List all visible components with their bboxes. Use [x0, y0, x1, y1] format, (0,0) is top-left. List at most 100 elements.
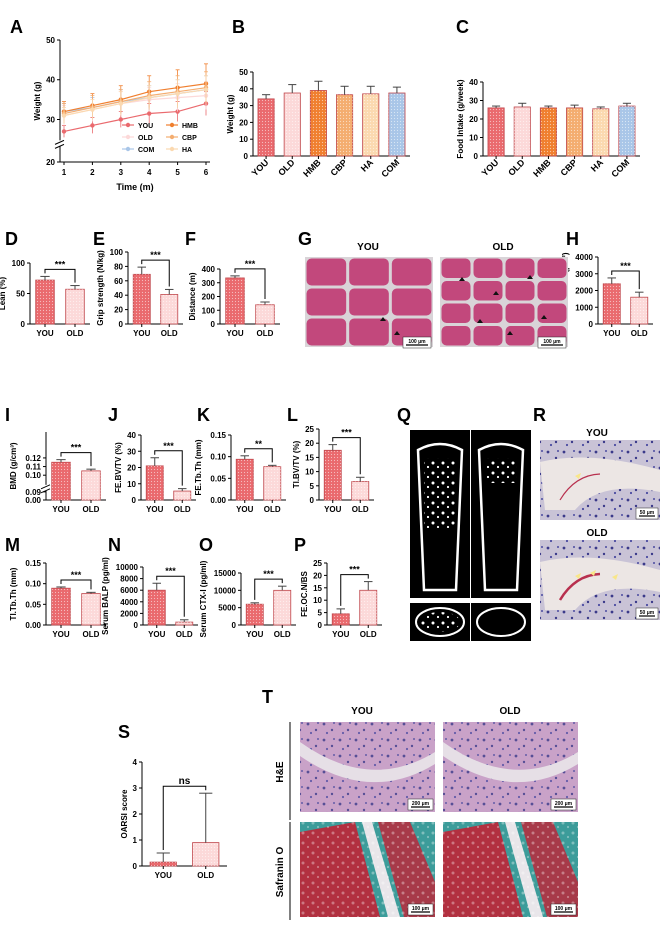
muscle-fiber — [349, 318, 389, 346]
muscle-fiber — [505, 258, 535, 278]
significance-bracket — [254, 578, 283, 600]
muscle-fiber — [306, 318, 347, 346]
axis-break-gap — [42, 484, 50, 491]
x-tick-label: HMB — [531, 157, 553, 179]
x-tick-label: YOU — [52, 630, 70, 639]
panel-f: F 0 100 200 300 400 Distance (m) YOU OLD *** — [185, 229, 280, 338]
panel-g: G YOU 100 μm OLD 100 μm — [298, 229, 568, 349]
legend-swatch-dot — [125, 134, 131, 140]
y-tick-label: 0.12 — [25, 454, 41, 463]
y-tick-label: 40 — [127, 431, 136, 440]
panel-q: QYOUOLD — [397, 405, 531, 641]
legend-swatch-dot — [169, 122, 175, 128]
panel-d: D 0 50 100 Lean (%) YOU OLD *** — [0, 229, 90, 338]
panel-l: L 0 5 10 15 20 25 Tl.BV/TV (%) YOU OLD *** — [287, 405, 374, 514]
y-tick-label: 4000 — [575, 253, 593, 262]
y-tick-label: 50 — [46, 36, 55, 45]
y-tick-label: 50 — [16, 290, 25, 299]
legend-label: CBP — [182, 135, 197, 142]
trabecular-bone — [485, 458, 517, 483]
x-tick-label: OLD — [83, 630, 100, 639]
significance-label: *** — [341, 428, 352, 438]
y-tick-label: 10 — [127, 480, 136, 489]
data-point — [118, 101, 124, 106]
arrowhead-marker — [380, 317, 386, 321]
panel-label: F — [185, 229, 196, 249]
y-tick-label: 20 — [469, 115, 478, 124]
significance-label: *** — [349, 565, 360, 575]
y-tick-label: 30 — [127, 447, 136, 456]
image-title: OLD — [586, 528, 607, 539]
bar-texture — [263, 466, 281, 500]
muscle-fiber — [505, 326, 535, 346]
data-point — [90, 123, 95, 128]
y-tick-label: 5 — [318, 609, 323, 618]
bar-texture — [324, 450, 342, 500]
bar-texture — [336, 94, 353, 156]
scalebar-label: 100 μm — [555, 906, 573, 912]
joint-cartilage — [300, 742, 435, 783]
muscle-fiber — [473, 281, 503, 301]
scalebar-label: 100 μm — [412, 906, 430, 912]
bar-texture — [255, 304, 275, 324]
significance-label: ** — [255, 439, 263, 449]
y-tick-label: 0 — [589, 320, 594, 329]
bar-texture — [630, 297, 648, 324]
y-axis-title: Tl.Tb.Th (mm) — [9, 567, 18, 620]
y-tick-label: 30 — [239, 102, 248, 111]
y-tick-label: 100 — [12, 259, 26, 268]
x-tick-label: OLD — [264, 505, 281, 514]
y-tick-label: 2000 — [120, 609, 138, 618]
x-tick-label: 3 — [119, 168, 124, 177]
bar-texture — [351, 481, 369, 500]
scalebar-box — [537, 336, 567, 349]
y-tick-label: 0.00 — [25, 496, 41, 505]
significance-label: *** — [150, 250, 161, 260]
y-tick-label: 0 — [318, 621, 323, 630]
bar-texture — [150, 862, 177, 866]
joint-cartilage — [443, 742, 578, 783]
muscle-fiber — [441, 258, 471, 278]
x-tick-label: OLD — [506, 157, 527, 178]
y-tick-label: 20 — [305, 439, 314, 448]
series-line-ha — [63, 89, 207, 117]
muscle-fiber — [441, 326, 471, 346]
bar-texture — [175, 622, 193, 625]
bar-texture — [273, 590, 291, 625]
arrowhead-marker — [575, 473, 581, 479]
y-tick-label: 10000 — [116, 563, 139, 572]
bone-cross-section — [415, 607, 465, 637]
axis-break-mark — [54, 143, 65, 149]
y-tick-label: 300 — [202, 279, 216, 288]
data-point — [118, 117, 124, 122]
bar-texture — [236, 459, 254, 500]
muscle-fiber — [537, 303, 567, 323]
y-tick-label: 25 — [305, 425, 314, 434]
muscle-fiber — [473, 326, 503, 346]
bar-texture — [592, 108, 609, 156]
scalebar-label: 200 μm — [555, 801, 573, 807]
axis-break-mark — [40, 484, 51, 490]
arrowhead-marker — [477, 319, 483, 323]
x-tick-label: YOU — [226, 329, 244, 338]
y-tick-label: 0.15 — [210, 431, 226, 440]
row-label: Safranin O — [275, 847, 286, 898]
x-tick-label: COM — [609, 157, 631, 179]
image-title: OLD — [492, 242, 513, 253]
arrowhead-marker — [394, 331, 400, 335]
y-tick-label: 0 — [21, 320, 26, 329]
scalebar-box — [550, 798, 577, 811]
y-tick-label: 10000 — [214, 586, 237, 595]
x-tick-label: OLD — [276, 157, 297, 178]
y-tick-label: 20 — [239, 118, 248, 127]
x-axis-title: Time (m) — [116, 182, 153, 192]
y-axis-title: Tl.BV/TV (%) — [292, 440, 301, 488]
bar-texture — [487, 107, 505, 156]
y-tick-label: 0 — [474, 152, 479, 161]
x-tick-label: CBP — [558, 157, 579, 178]
arrowhead-marker — [612, 574, 618, 580]
data-point — [61, 113, 67, 118]
x-tick-label: YOU — [146, 505, 164, 514]
legend-label: HMB — [182, 123, 198, 130]
